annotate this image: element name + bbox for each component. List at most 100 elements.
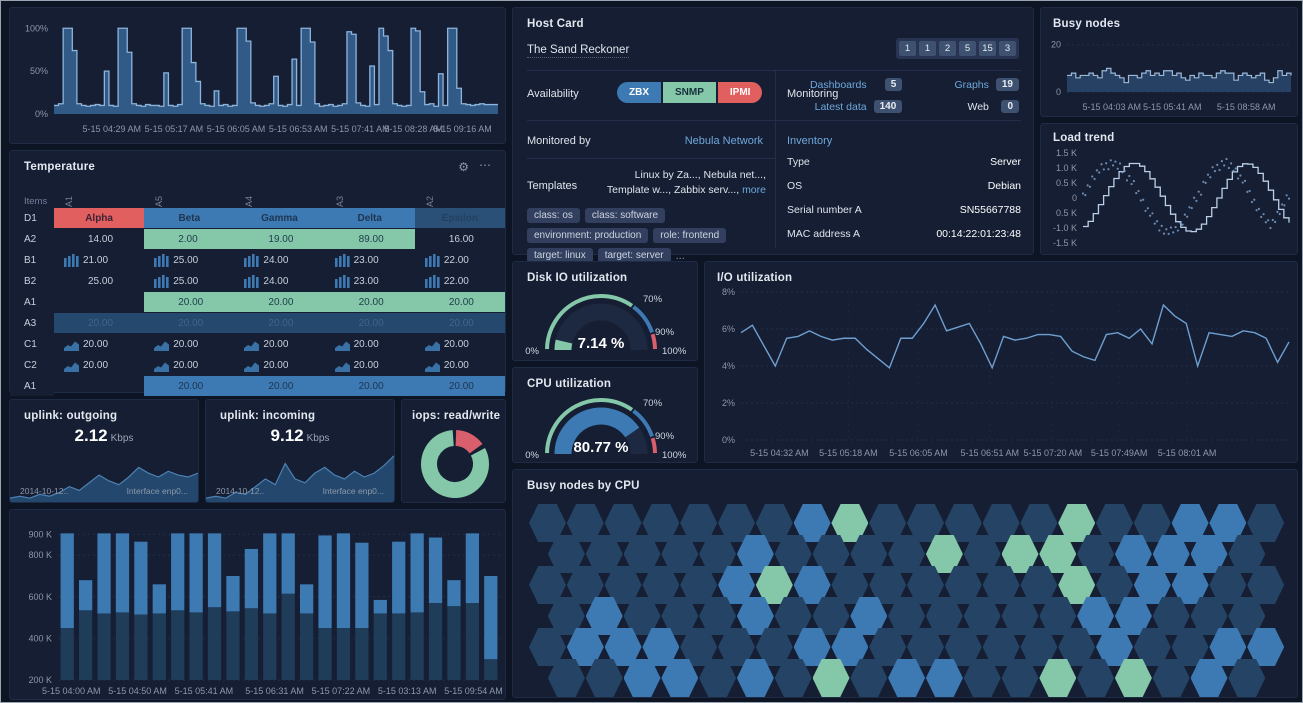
svg-text:6%: 6% [722,324,735,334]
hex-cell[interactable] [699,659,737,697]
cell-value: 14.00 [88,233,114,245]
cell-value: 20.00 [353,359,379,371]
table-cell: 14.00 [54,229,144,249]
hex-cell[interactable] [963,659,1001,697]
uplink-incoming-value: 9.12 Kbps [270,426,330,445]
column-header-a2[interactable]: A2 [424,195,435,207]
svg-text:5-15 06:53 AM: 5-15 06:53 AM [269,124,328,134]
table-cell [54,292,144,312]
cell-value: 24.00 [263,254,289,266]
hex-cell[interactable] [736,659,774,697]
severity-counter[interactable]: 1 [899,41,916,56]
temperature-table: Items A1 A5 A4 A3 A2 D1 Alpha Beta Gamma Delta Epsi… [10,181,506,396]
table-cell: 25.00 [144,250,234,270]
cell-value: 20.00 [83,338,109,350]
table-cell: Gamma [234,208,325,228]
panel-title: Load trend [1053,132,1115,144]
column-header-a1[interactable]: A1 [64,195,74,207]
honeycomb-grid [513,470,1297,697]
panel-temperature: Temperature ⚙ ⋯ Items A1 A5 A4 A3 A2 D1 Alpha Be… [9,150,506,396]
panel-host-card: Host Card The Sand Reckoner 1 1 2 5 15 3 Avai… [512,7,1034,263]
severity-counter[interactable]: 15 [979,41,996,56]
cell-value: 16.00 [448,233,474,245]
disk-io-gauge: 0% 70% 90% 100% 7.14 % [525,294,687,357]
tag-pill: target: server [597,248,671,263]
severity-counter[interactable]: 1 [919,41,936,56]
hex-cell[interactable] [888,659,926,697]
table-cell: 25.00 [144,271,234,291]
table-cell: 22.00 [415,250,505,270]
panel-title: uplink: incoming [220,410,316,422]
svg-text:0%: 0% [525,450,539,461]
hex-cell[interactable] [850,659,888,697]
column-header-a4[interactable]: A4 [244,195,255,207]
dashboards-link[interactable]: Dashboards [809,78,867,91]
severity-counter[interactable]: 2 [939,41,956,56]
mini-bar-chart-icon [424,253,440,267]
host-name-link[interactable]: The Sand Reckoner [527,44,630,58]
gear-icon[interactable]: ⚙ [458,160,469,174]
table-cell: 20.00 [54,355,144,375]
table-cell: 20.00 [234,355,324,375]
mini-area-chart-icon [334,341,350,351]
graphs-link[interactable]: Graphs [954,78,989,91]
inventory-field-value: Debian [987,180,1021,192]
dashboards-count[interactable]: 5 [884,78,903,91]
table-cell: 20.00 [234,292,325,312]
latest-data-count[interactable]: 140 [873,100,903,113]
svg-text:5-15 06:05 AM: 5-15 06:05 AM [207,124,266,134]
svg-text:5-15 09:16 AM: 5-15 09:16 AM [433,124,492,134]
panel-cpu-gauge: CPU utilization 0% 70% 90% 100% 80.77 % [512,367,698,463]
svg-text:5-15 08:58 AM: 5-15 08:58 AM [1217,102,1276,112]
column-header-a5[interactable]: A5 [154,195,165,207]
svg-text:70%: 70% [643,294,663,305]
tags-more-button[interactable]: ... [675,249,685,262]
chart-footer-interface: Interface enp0... [322,486,384,496]
column-header-a3[interactable]: A3 [334,195,345,207]
hex-cell[interactable] [925,659,963,697]
svg-text:2%: 2% [722,398,735,408]
inventory-link[interactable]: Inventory [787,135,833,147]
graphs-count[interactable]: 19 [995,78,1019,91]
hex-cell[interactable] [774,659,812,697]
hex-cell[interactable] [812,659,850,697]
panel-title: Disk IO utilization [527,272,628,284]
table-cell: Delta [324,208,415,228]
severity-counter[interactable]: 3 [999,41,1016,56]
table-row: A3 20.00 20.00 20.00 20.00 20.00 [10,313,506,333]
table-row: A2 14.00 2.00 19.00 89.00 16.00 [10,229,505,249]
row-label: C2 [10,355,54,375]
table-cell: Beta [144,208,235,228]
svg-text:5-15 05:41 AM: 5-15 05:41 AM [175,686,234,696]
cell-value: 20.00 [358,296,384,308]
hex-cell[interactable] [547,659,585,697]
panel-cpu-load-graph: 100% 50% 0% 5-15 04:29 AM 5-15 05:17 AM 5-15 … [9,7,506,144]
web-count[interactable]: 0 [1001,100,1019,113]
table-cell: 20.00 [415,334,505,354]
cell-value: 20.00 [443,338,469,350]
row-label: C1 [10,334,54,354]
divider [775,70,776,248]
table-cell [54,376,144,396]
hex-cell[interactable] [623,659,661,697]
cell-value: 20.00 [263,359,289,371]
load-trend-chart: 1.5 K 1.0 K 0.5 K 0 0.5 K -1.0 K -1.5 K [1053,148,1291,248]
cell-value: 20.00 [83,359,109,371]
mini-bar-chart-icon [154,253,169,267]
severity-counter[interactable]: 5 [959,41,976,56]
mini-area-chart-icon [154,362,170,372]
ellipsis-menu-icon[interactable]: ⋯ [479,158,491,172]
latest-data-link[interactable]: Latest data [814,100,867,113]
hex-cell[interactable] [661,659,699,697]
table-cell: 20.00 [144,313,235,333]
svg-text:5-15 07:49AM: 5-15 07:49AM [1091,448,1148,458]
monitored-by-link[interactable]: Nebula Network [684,135,763,147]
cell-value: 22.00 [443,254,469,266]
templates-more-link[interactable]: more [742,184,766,196]
hex-cell[interactable] [585,659,623,697]
svg-text:400 K: 400 K [28,633,52,643]
mini-area-chart-icon [244,341,260,351]
panel-uplink-outgoing: uplink: outgoing 2.12 Kbps 2014-10-12.. I… [9,399,199,503]
table-row: A1 20.00 20.00 20.00 20.00 [10,292,506,312]
